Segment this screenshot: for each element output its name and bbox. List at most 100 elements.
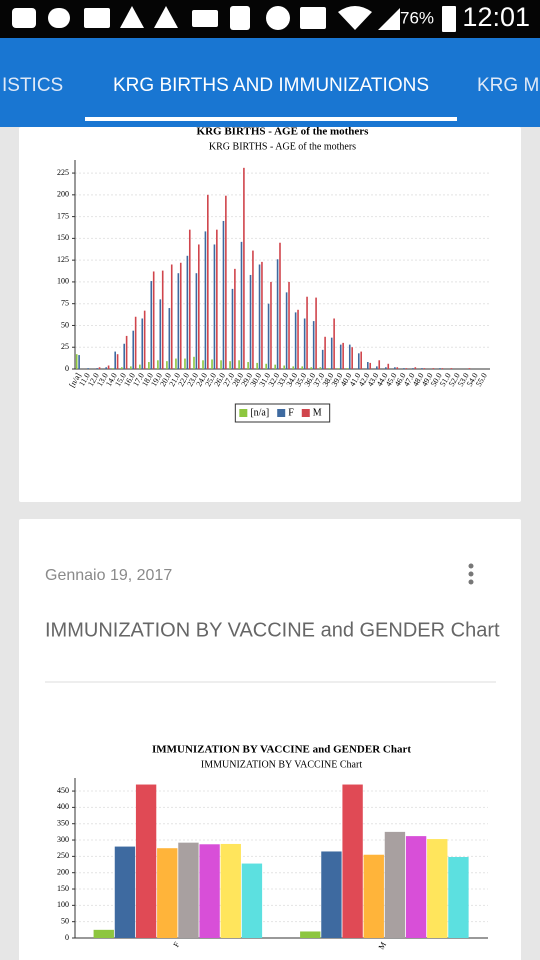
bar (303, 318, 306, 369)
bar (405, 368, 408, 369)
y-tick-label: 175 (57, 211, 69, 220)
bar (258, 264, 261, 369)
bar (125, 335, 128, 369)
y-tick-label: 25 (61, 342, 69, 351)
bar (199, 844, 220, 938)
bar (222, 220, 225, 369)
bar (249, 274, 252, 369)
bar (241, 863, 263, 938)
bar (279, 242, 281, 369)
bar (376, 366, 378, 369)
bar (387, 363, 390, 369)
more-button[interactable] (468, 563, 474, 585)
bar (367, 362, 369, 369)
bar (121, 367, 123, 369)
legend-swatch (277, 409, 286, 417)
bar (283, 365, 286, 369)
chart-title: KRG BIRTHS - AGE of the mothers (197, 126, 370, 138)
status-icons (12, 6, 456, 32)
bar (346, 368, 349, 369)
bar (143, 310, 146, 369)
y-tick-label: 0 (65, 364, 69, 373)
bar (423, 368, 426, 369)
bar (116, 354, 119, 369)
x-tick-label: F (172, 940, 182, 949)
bar (159, 299, 162, 369)
tab[interactable]: ISTICS (2, 75, 63, 96)
bar (231, 288, 234, 369)
bar (421, 368, 423, 369)
bar (337, 368, 340, 369)
y-tick-label: 200 (57, 190, 69, 199)
bar (310, 367, 313, 369)
bar (166, 361, 168, 369)
bar (412, 368, 414, 369)
bar (450, 368, 453, 369)
bar (357, 353, 360, 369)
bar (351, 347, 353, 369)
bar (261, 261, 263, 369)
y-tick-label: 450 (57, 786, 69, 795)
bar (161, 270, 164, 369)
bar (184, 358, 186, 369)
bar (96, 368, 98, 369)
tab-active[interactable]: KRG BIRTHS AND IMMUNIZATIONS (113, 75, 429, 96)
bar (157, 848, 178, 938)
legend-label: [n/a] (250, 407, 269, 418)
y-tick-label: 75 (61, 299, 69, 308)
bar (87, 368, 89, 369)
bar (195, 273, 198, 369)
bar (267, 303, 270, 369)
post-title[interactable]: IMMUNIZATION BY VACCINE and GENDER Chart (45, 619, 500, 641)
y-tick-label: 100 (57, 900, 69, 909)
bar (238, 360, 240, 369)
bar (369, 362, 372, 369)
bar (157, 360, 159, 369)
bar (414, 367, 417, 369)
bar (193, 356, 195, 369)
bar (243, 167, 245, 369)
bar (252, 250, 254, 369)
bar (439, 368, 441, 369)
bar (285, 292, 288, 369)
y-tick-label: 350 (57, 819, 69, 828)
bar (132, 330, 135, 369)
bar (211, 359, 213, 369)
bar (134, 316, 137, 369)
bar (197, 244, 200, 369)
bar (441, 368, 444, 369)
bar (107, 365, 110, 369)
bar (384, 831, 406, 938)
bar (240, 241, 243, 369)
y-tick-label: 125 (57, 255, 69, 264)
bar (342, 784, 363, 938)
bar (135, 784, 157, 938)
legend: [n/a] F M (234, 403, 331, 423)
bar (152, 271, 155, 369)
bar (186, 255, 189, 369)
bar (168, 308, 171, 369)
y-tick-label: 50 (61, 917, 69, 926)
bar (114, 351, 117, 369)
bar (265, 363, 267, 369)
y-tick-label: 225 (57, 168, 69, 177)
bar (148, 362, 150, 369)
bar (225, 195, 227, 369)
y-tick-label: 150 (57, 884, 69, 893)
bar (306, 296, 308, 369)
bar (288, 281, 290, 369)
tab[interactable]: KRG M (477, 75, 539, 96)
bar (216, 229, 218, 369)
bar (220, 360, 222, 369)
bar (321, 851, 342, 938)
post-date: Gennaio 19, 2017 (45, 567, 172, 584)
y-tick-label: 200 (57, 868, 69, 877)
y-tick-label: 150 (57, 233, 69, 242)
bar (141, 318, 144, 369)
tab-bar (0, 38, 540, 127)
bar (93, 929, 114, 938)
bar (342, 342, 344, 369)
bar (363, 854, 384, 938)
bar (78, 355, 80, 369)
